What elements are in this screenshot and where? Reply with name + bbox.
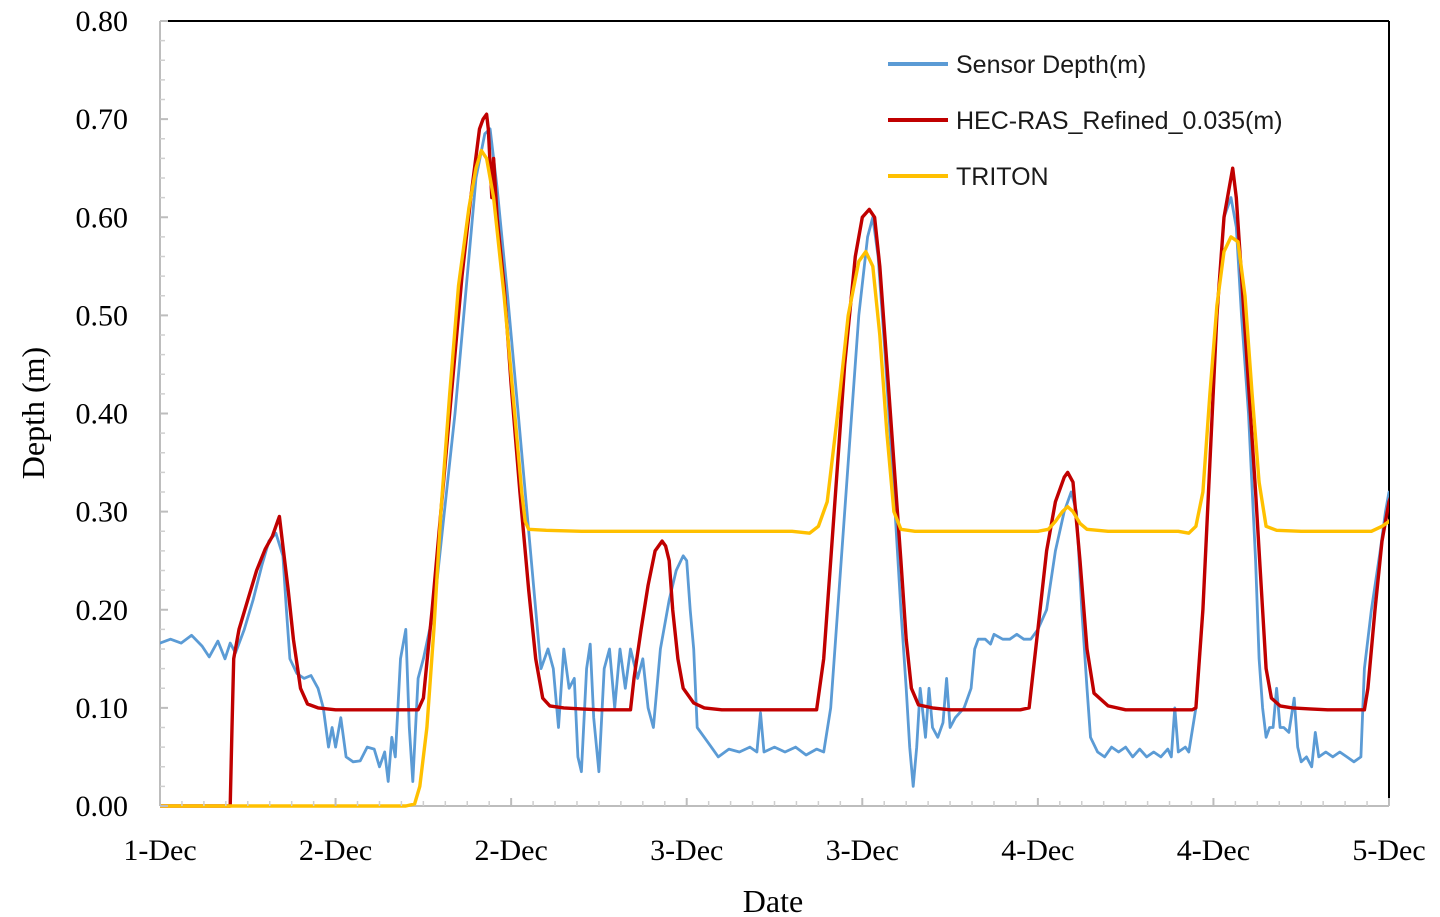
x-tick-label: 5-Dec: [1352, 834, 1425, 867]
y-tick-label: 0.50: [76, 299, 129, 332]
x-tick-label: 2-Dec: [474, 834, 547, 867]
x-tick-label: 4-Dec: [1001, 834, 1074, 867]
x-tick-label: 4-Dec: [1177, 834, 1250, 867]
y-tick-label: 0.40: [76, 398, 129, 431]
series-line-sensor-depth-m: [160, 127, 1389, 788]
legend-label: TRITON: [956, 163, 1049, 191]
y-tick-label: 0.70: [76, 103, 129, 136]
series-layer: [160, 112, 1389, 808]
y-tick-label: 0.60: [76, 201, 129, 234]
legend-label: Sensor Depth(m): [956, 51, 1146, 79]
y-tick-label: 0.80: [76, 5, 129, 38]
y-tick-label: 0.10: [76, 692, 129, 725]
y-axis-title: Depth (m): [15, 347, 51, 479]
series-line-triton: [160, 148, 1389, 808]
x-axis-title: Date: [743, 883, 803, 917]
legend-label: HEC-RAS_Refined_0.035(m): [956, 107, 1283, 135]
y-tick-label: 0.30: [76, 496, 129, 529]
x-tick-label: 3-Dec: [826, 834, 899, 867]
x-tick-label: 2-Dec: [299, 834, 372, 867]
x-tick-label: 1-Dec: [123, 834, 196, 867]
axis-layer: 0.00 0.10 0.20 0.30 0.40 0.50 0.60 0.70 0.80 1-De…: [76, 5, 1426, 867]
legend: Sensor Depth(m) HEC-RAS_Refined_0.035(m) T…: [888, 51, 1283, 191]
series-line-hec-ras-refined-0-035-m: [160, 112, 1389, 808]
x-tick-label: 3-Dec: [650, 834, 723, 867]
y-tick-label: 0.20: [76, 594, 129, 627]
y-tick-label: 0.00: [76, 790, 129, 823]
